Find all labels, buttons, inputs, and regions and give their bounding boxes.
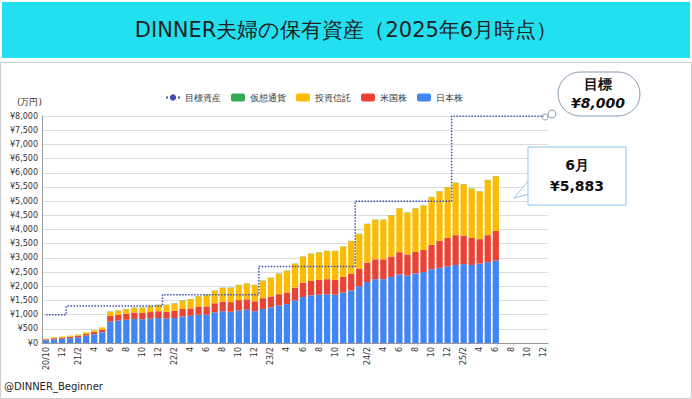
svg-text:6: 6 [491, 347, 500, 352]
svg-text:4: 4 [90, 347, 99, 352]
svg-text:10: 10 [331, 347, 340, 357]
svg-text:10: 10 [427, 347, 436, 357]
svg-text:¥4,000: ¥4,000 [10, 225, 38, 234]
svg-text:23/2: 23/2 [266, 347, 275, 365]
svg-text:8: 8 [411, 347, 420, 352]
svg-text:¥500: ¥500 [18, 324, 38, 333]
svg-text:4: 4 [186, 347, 195, 352]
svg-text:¥0: ¥0 [28, 339, 38, 348]
svg-text:米国株: 米国株 [380, 93, 407, 103]
svg-text:12: 12 [58, 347, 67, 357]
svg-text:¥7,000: ¥7,000 [10, 140, 38, 149]
svg-text:¥1,500: ¥1,500 [10, 296, 38, 305]
svg-text:12: 12 [154, 347, 163, 357]
svg-text:¥8,000: ¥8,000 [10, 112, 38, 121]
svg-text:¥2,000: ¥2,000 [10, 282, 38, 291]
svg-text:12: 12 [539, 347, 548, 357]
svg-text:25/2: 25/2 [459, 347, 468, 365]
svg-text:¥2,500: ¥2,500 [10, 268, 38, 277]
svg-text:¥6,000: ¥6,000 [10, 168, 38, 177]
svg-text:12: 12 [443, 347, 452, 357]
svg-text:10: 10 [234, 347, 243, 357]
svg-text:日本株: 日本株 [436, 93, 463, 103]
svg-text:12: 12 [347, 347, 356, 357]
svg-text:目標: 目標 [584, 76, 612, 92]
svg-text:¥5,500: ¥5,500 [10, 182, 38, 191]
svg-text:22/2: 22/2 [170, 347, 179, 365]
svg-text:6: 6 [202, 347, 211, 352]
svg-text:¥1,000: ¥1,000 [10, 310, 38, 319]
svg-text:¥5,000: ¥5,000 [10, 197, 38, 206]
svg-text:8: 8 [315, 347, 324, 352]
svg-text:目標資産: 目標資産 [185, 93, 221, 103]
svg-text:¥4,500: ¥4,500 [10, 211, 38, 220]
svg-text:4: 4 [379, 347, 388, 352]
svg-text:21/2: 21/2 [74, 347, 83, 365]
svg-text:6: 6 [106, 347, 115, 352]
svg-text:8: 8 [218, 347, 227, 352]
svg-text:¥6,500: ¥6,500 [10, 154, 38, 163]
svg-text:@DINNER_Beginner: @DINNER_Beginner [4, 381, 104, 393]
svg-text:12: 12 [250, 347, 259, 357]
svg-text:10: 10 [138, 347, 147, 357]
svg-text:¥3,500: ¥3,500 [10, 239, 38, 248]
svg-text:6: 6 [299, 347, 308, 352]
svg-text:¥8,000: ¥8,000 [571, 95, 625, 111]
svg-text:20/10: 20/10 [42, 347, 51, 370]
svg-text:6: 6 [395, 347, 404, 352]
svg-text:4: 4 [475, 347, 484, 352]
svg-text:24/2: 24/2 [363, 347, 372, 365]
svg-text:¥3,000: ¥3,000 [10, 253, 38, 262]
svg-text:6月: 6月 [565, 157, 589, 173]
svg-text:¥5,883: ¥5,883 [550, 178, 604, 194]
svg-text:(万円): (万円) [17, 97, 42, 107]
svg-text:8: 8 [507, 347, 516, 352]
svg-text:4: 4 [282, 347, 291, 352]
svg-text:投資信託: 投資信託 [314, 93, 351, 103]
svg-text:仮想通貨: 仮想通貨 [250, 93, 286, 103]
svg-text:8: 8 [122, 347, 131, 352]
svg-text:DINNER夫婦の保有資産（2025年6月時点）: DINNER夫婦の保有資産（2025年6月時点） [135, 18, 557, 42]
svg-text:¥7,500: ¥7,500 [10, 126, 38, 135]
svg-text:10: 10 [523, 347, 532, 357]
